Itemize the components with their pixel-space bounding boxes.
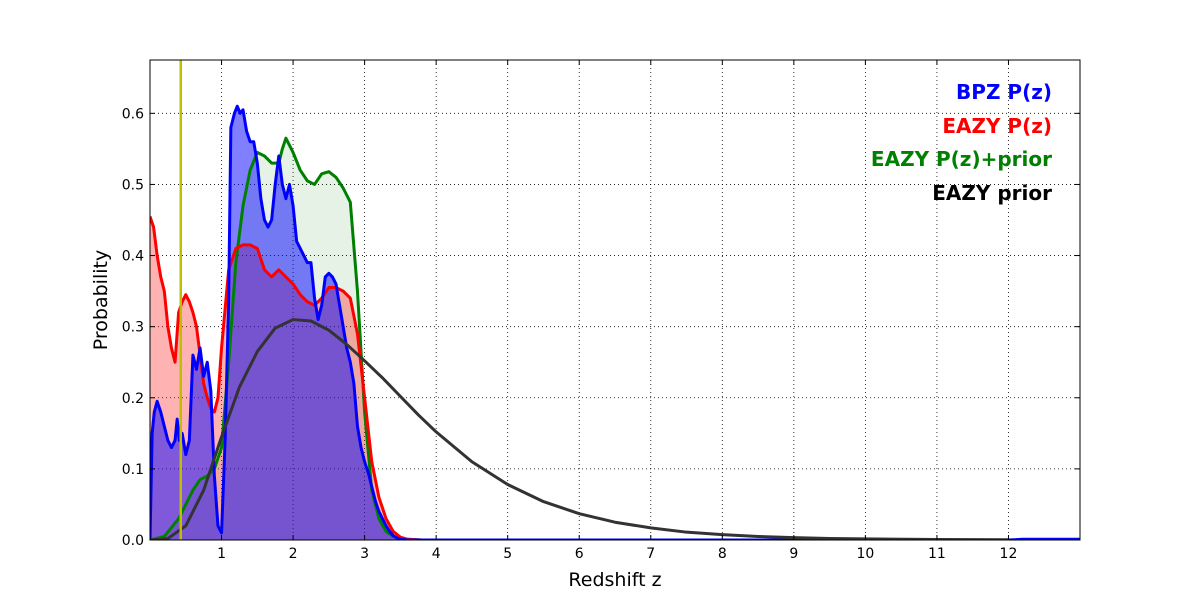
legend: BPZ P(z) EAZY P(z) EAZY P(z)+prior EAZY … [871,80,1052,205]
series-line-eazy-prior [150,318,1009,540]
legend-entry-eazy-prior: EAZY prior [932,181,1052,205]
x-tick-label: 8 [718,546,727,562]
series-line-bpz-p-z- [150,104,1080,540]
x-tick-label: 9 [789,546,798,562]
plot-frame [149,59,1081,541]
legend-entry-eazy: EAZY P(z) [942,114,1052,138]
legend-entry-bpz: BPZ P(z) [956,80,1052,104]
y-tick-label: 0.5 [122,177,144,193]
x-tick-label: 12 [1000,546,1018,562]
x-tick-label: 2 [289,546,298,562]
grid [150,60,1080,541]
x-tick-label: 3 [360,546,369,562]
series-fill-eazy-p-z-prior [150,138,1009,540]
x-axis-label: Redshift z [568,569,661,591]
legend-entry-eazy-prior-combined: EAZY P(z)+prior [871,147,1052,171]
x-tick-label: 7 [646,546,655,562]
x-tick-label: 5 [503,546,512,562]
x-tick-label: 11 [928,546,946,562]
y-tick-label: 0.0 [122,533,144,549]
series-fill-bpz-p-z- [150,106,1080,540]
ticks: 1 2 3 4 5 6 7 8 9 10 11 120.00.10.20.30.40.50.6 [122,60,1080,562]
x-tick-label: 10 [856,546,874,562]
y-tick-label: 0.2 [122,391,144,407]
x-tick-label: 4 [432,546,441,562]
y-tick-label: 0.6 [122,106,144,122]
y-tick-label: 0.4 [122,249,144,265]
y-tick-label: 0.3 [122,320,144,336]
y-axis-label: Probability [90,250,112,350]
x-tick-label: 6 [575,546,584,562]
y-tick-label: 0.1 [122,462,144,478]
x-tick-label: 1 [217,546,226,562]
